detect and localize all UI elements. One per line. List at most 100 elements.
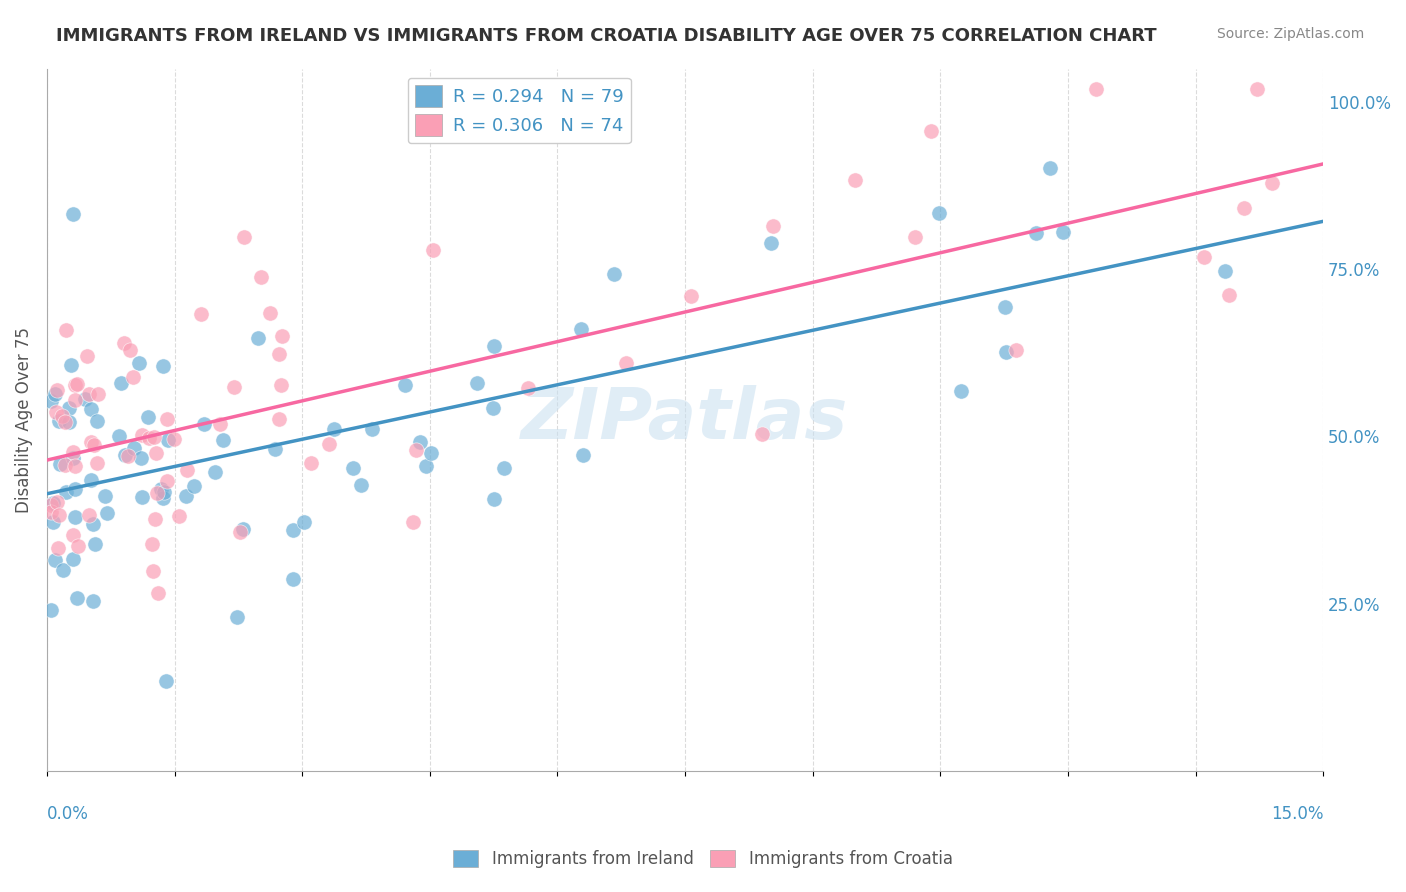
Point — [44, 386, 66, 401]
Point — [80, 473, 103, 487]
Point — [86, 414, 108, 428]
Point — [1192, 250, 1215, 264]
Point — [94, 489, 117, 503]
Point — [59, 359, 82, 373]
Point — [146, 486, 169, 500]
Point — [51, 409, 73, 423]
Point — [299, 457, 322, 471]
Point — [66, 591, 89, 606]
Point — [110, 376, 132, 391]
Point — [152, 359, 174, 373]
Point — [271, 328, 294, 343]
Point — [420, 445, 443, 459]
Point — [394, 378, 416, 392]
Point — [44, 553, 66, 567]
Point — [42, 496, 65, 510]
Point — [45, 405, 67, 419]
Point — [48, 414, 70, 428]
Point — [145, 446, 167, 460]
Point — [138, 431, 160, 445]
Point — [233, 230, 256, 244]
Point — [156, 412, 179, 426]
Point — [246, 331, 269, 345]
Point — [292, 515, 315, 529]
Point — [82, 517, 104, 532]
Point — [1085, 81, 1108, 95]
Point — [122, 442, 145, 456]
Point — [482, 338, 505, 352]
Point — [41, 393, 63, 408]
Point — [48, 508, 70, 522]
Point — [86, 456, 108, 470]
Point — [45, 494, 67, 508]
Point — [87, 387, 110, 401]
Point — [516, 381, 538, 395]
Point — [80, 434, 103, 449]
Point — [176, 463, 198, 477]
Point — [75, 392, 97, 406]
Point — [405, 442, 427, 457]
Point — [55, 485, 77, 500]
Point — [920, 124, 942, 138]
Point — [994, 345, 1017, 359]
Point — [76, 349, 98, 363]
Point — [1039, 161, 1062, 175]
Point — [62, 528, 84, 542]
Point — [1261, 177, 1284, 191]
Text: Source: ZipAtlas.com: Source: ZipAtlas.com — [1216, 27, 1364, 41]
Point — [481, 401, 503, 415]
Point — [65, 392, 87, 407]
Point — [80, 402, 103, 417]
Point — [283, 524, 305, 538]
Point — [193, 417, 215, 432]
Point — [155, 673, 177, 688]
Point — [156, 433, 179, 447]
Point — [904, 230, 927, 244]
Point — [183, 479, 205, 493]
Point — [63, 378, 86, 392]
Point — [121, 369, 143, 384]
Point — [63, 458, 86, 473]
Point — [250, 270, 273, 285]
Point — [45, 383, 67, 397]
Point — [63, 509, 86, 524]
Point — [232, 522, 254, 536]
Point — [318, 437, 340, 451]
Point — [569, 322, 592, 336]
Point — [1213, 264, 1236, 278]
Point — [79, 508, 101, 522]
Point — [136, 410, 159, 425]
Text: 15.0%: 15.0% — [1271, 805, 1323, 823]
Point — [143, 512, 166, 526]
Point — [190, 307, 212, 321]
Point — [39, 505, 62, 519]
Point — [928, 206, 950, 220]
Point — [422, 244, 444, 258]
Point — [52, 563, 75, 577]
Point — [53, 415, 76, 429]
Y-axis label: Disability Age Over 75: Disability Age Over 75 — [15, 326, 32, 513]
Point — [114, 448, 136, 462]
Point — [209, 417, 232, 432]
Point — [603, 267, 626, 281]
Point — [143, 430, 166, 444]
Text: ZIPatlas: ZIPatlas — [522, 385, 849, 454]
Point — [1005, 343, 1028, 357]
Point — [129, 451, 152, 466]
Point — [762, 219, 785, 233]
Point — [58, 401, 80, 415]
Point — [53, 458, 76, 472]
Point — [572, 448, 595, 462]
Point — [58, 415, 80, 429]
Point — [82, 594, 104, 608]
Point — [465, 376, 488, 390]
Point — [751, 426, 773, 441]
Point — [112, 335, 135, 350]
Point — [142, 565, 165, 579]
Point — [679, 289, 702, 303]
Point — [950, 384, 973, 399]
Point — [131, 490, 153, 504]
Point — [616, 355, 638, 369]
Point — [270, 377, 292, 392]
Point — [49, 457, 72, 471]
